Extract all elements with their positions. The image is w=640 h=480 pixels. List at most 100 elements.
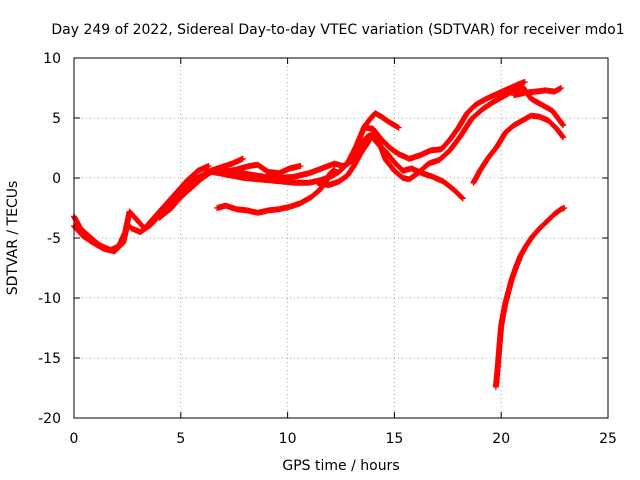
y-tick-label: 0 [52, 171, 61, 187]
data-point-trail [447, 133, 463, 153]
data-point-trail [353, 124, 368, 149]
data-point-trail [127, 209, 139, 221]
data-point-trail [379, 114, 393, 126]
data-point [297, 163, 304, 169]
data-point-trail [71, 214, 83, 231]
x-tick-label: 0 [70, 431, 79, 447]
data-point-trail [125, 222, 134, 231]
data-series-11 [492, 205, 568, 390]
data-point-trail [234, 163, 251, 173]
data-markers [71, 79, 568, 390]
data-point-trail [255, 162, 271, 175]
data-point-trail [550, 108, 566, 128]
data-point-trail [439, 137, 453, 152]
y-tick-label: -10 [38, 291, 61, 307]
data-point-trail [437, 148, 453, 163]
data-point-trail [376, 141, 389, 162]
data-point-trail [388, 145, 401, 157]
y-axis-label: SDTVAR / TECUs [5, 181, 21, 296]
x-tick-label: 10 [279, 431, 297, 447]
data-point [560, 134, 567, 141]
data-point-trail [370, 126, 384, 142]
data-point-trail [546, 118, 559, 131]
x-tick-label: 20 [492, 431, 510, 447]
data-point [205, 163, 212, 169]
data-point [395, 124, 402, 131]
data-point-trail [503, 123, 517, 135]
data-point-trail [415, 161, 431, 176]
data-point-trail [349, 144, 363, 164]
data-point-trail [530, 226, 542, 239]
data-point-trail [182, 177, 196, 193]
data-series-9 [470, 112, 567, 186]
data-point-trail [486, 144, 500, 160]
data-point-trail [509, 264, 519, 281]
y-tick-label: -20 [38, 411, 61, 427]
x-tick-label: 25 [599, 431, 617, 447]
x-axis-label: GPS time / hours [282, 458, 399, 474]
data-series-6 [314, 83, 567, 189]
data-point-trail [317, 179, 329, 193]
data-point-trail [328, 167, 337, 176]
data-point-trail [157, 206, 173, 220]
data-point-trail [383, 157, 397, 173]
data-point-trail [112, 240, 126, 254]
data-point-trail [471, 168, 483, 185]
data-point-trail [133, 216, 147, 231]
data-point [239, 155, 246, 162]
data-point-trail [174, 178, 190, 195]
data-point-trail [309, 187, 322, 200]
data-series-7 [361, 79, 528, 162]
data-point-trail [537, 219, 550, 231]
data-point-trail [554, 126, 566, 140]
data-point-trail [544, 211, 557, 224]
data-point [521, 79, 528, 85]
data-point-trail [469, 107, 485, 122]
data-point-trail [392, 168, 405, 181]
y-tick-label: 10 [43, 51, 61, 67]
y-tick-label: -5 [47, 231, 61, 247]
data-point-trail [552, 206, 564, 217]
chart-title: Day 249 of 2022, Sidereal Day-to-day VTE… [51, 22, 624, 38]
data-point-trail [71, 223, 85, 238]
data-point-trail [189, 175, 205, 190]
data-point-trail [80, 233, 96, 246]
data-point-trail [161, 190, 179, 209]
data-series-4 [203, 110, 402, 186]
data-point-trail [464, 102, 478, 116]
data-point-trail [379, 137, 393, 151]
data-point [459, 195, 466, 202]
data-point-trail [138, 222, 153, 235]
data-point-trail [185, 168, 200, 183]
data-point [560, 122, 567, 129]
data-series-8 [511, 85, 565, 99]
x-tick-label: 15 [385, 431, 403, 447]
data-point-trail [477, 155, 491, 173]
data-point-trail [351, 152, 363, 168]
data-point-trail [479, 100, 495, 112]
y-tick-label: -15 [38, 351, 61, 367]
data-point-trail [494, 130, 508, 149]
data-point-trail [559, 205, 567, 212]
data-point-trail [456, 111, 470, 130]
data-point-trail [383, 149, 397, 165]
data-point [561, 205, 568, 211]
data-point-trail [292, 170, 311, 180]
data-point-trail [159, 198, 177, 215]
data-point-trail [447, 125, 461, 142]
data-point-trail [452, 187, 465, 201]
data-point [331, 166, 338, 173]
data-point-trail [458, 117, 474, 139]
grid-lines [74, 58, 608, 418]
data-point-trail [307, 165, 324, 176]
data-point-trail [407, 170, 420, 182]
data-point-trail [78, 226, 94, 241]
data-point-trail [441, 179, 457, 193]
y-tick-label: 5 [52, 111, 61, 127]
data-series-10 [214, 166, 338, 216]
data-point [558, 85, 565, 91]
data-point-trail [336, 173, 350, 184]
data-point-trail [178, 185, 194, 200]
